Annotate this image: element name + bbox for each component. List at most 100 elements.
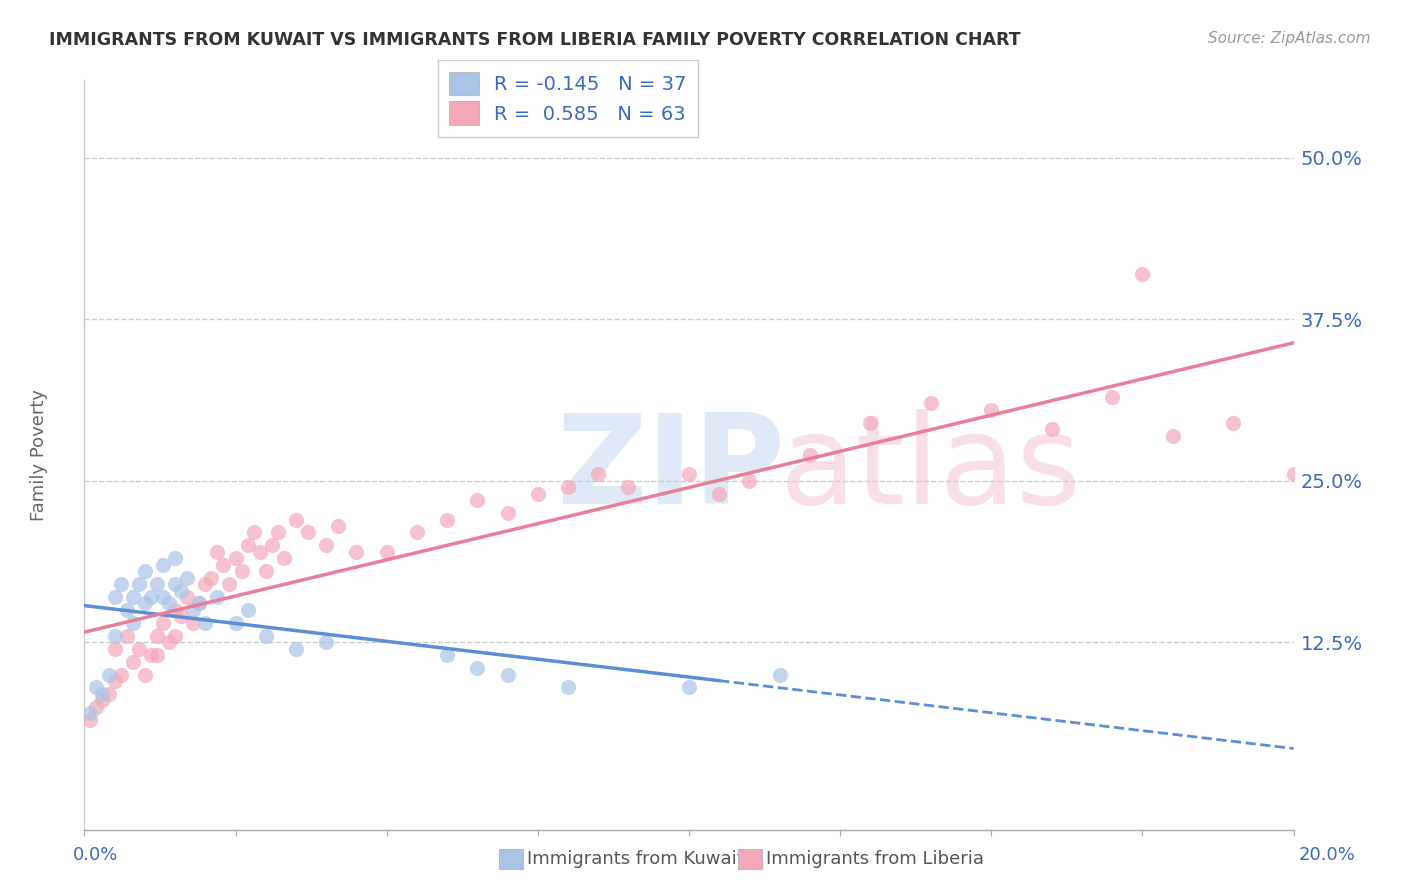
Text: atlas: atlas <box>780 409 1081 531</box>
Point <box>328 519 350 533</box>
Point <box>165 629 187 643</box>
Point <box>207 545 229 559</box>
Point <box>128 641 150 656</box>
Point <box>139 648 162 662</box>
Point <box>134 564 156 578</box>
Point <box>115 603 138 617</box>
Point <box>678 681 700 695</box>
Point <box>617 480 640 494</box>
Point <box>176 571 198 585</box>
Point <box>285 641 308 656</box>
Text: Immigrants from Liberia: Immigrants from Liberia <box>766 850 984 868</box>
Point <box>212 558 235 572</box>
Point <box>152 590 174 604</box>
Point <box>557 681 579 695</box>
Legend: R = -0.145   N = 37, R =  0.585   N = 63: R = -0.145 N = 37, R = 0.585 N = 63 <box>437 60 699 136</box>
Point <box>134 597 156 611</box>
Point <box>86 681 108 695</box>
Point <box>115 629 138 643</box>
Point <box>165 577 187 591</box>
Point <box>134 667 156 681</box>
Point <box>285 512 308 526</box>
Point <box>527 486 550 500</box>
Point <box>1130 267 1153 281</box>
Point <box>920 396 942 410</box>
Text: Immigrants from Kuwait: Immigrants from Kuwait <box>527 850 744 868</box>
Point <box>157 635 180 649</box>
Point <box>152 615 174 630</box>
Point <box>170 609 193 624</box>
Y-axis label: Family Poverty: Family Poverty <box>30 389 48 521</box>
Point <box>188 597 211 611</box>
Point <box>194 615 217 630</box>
Point <box>97 687 120 701</box>
Point <box>170 583 193 598</box>
Point <box>225 551 247 566</box>
Point <box>157 597 180 611</box>
Text: ZIP: ZIP <box>555 409 785 531</box>
Point <box>1101 390 1123 404</box>
Text: Source: ZipAtlas.com: Source: ZipAtlas.com <box>1208 31 1371 46</box>
Point <box>200 571 222 585</box>
Point <box>678 467 700 482</box>
Point <box>121 590 143 604</box>
Point <box>242 525 264 540</box>
Point <box>709 486 731 500</box>
Point <box>97 667 120 681</box>
Point <box>769 667 792 681</box>
Point <box>128 577 150 591</box>
Point <box>110 577 132 591</box>
Point <box>267 525 290 540</box>
Point <box>467 661 489 675</box>
Point <box>557 480 579 494</box>
Point <box>1282 467 1305 482</box>
Point <box>104 629 127 643</box>
Point <box>188 597 211 611</box>
Point <box>181 615 204 630</box>
Text: 20.0%: 20.0% <box>1299 846 1355 863</box>
Point <box>980 402 1002 417</box>
Point <box>146 629 169 643</box>
Point <box>346 545 368 559</box>
Point <box>1222 416 1244 430</box>
Point <box>315 635 337 649</box>
Point <box>467 493 489 508</box>
Point <box>1161 428 1184 442</box>
Point <box>496 506 519 520</box>
Point <box>121 655 143 669</box>
Point <box>207 590 229 604</box>
Point <box>225 615 247 630</box>
Point <box>91 687 114 701</box>
Point <box>121 615 143 630</box>
Point <box>79 706 101 721</box>
Point <box>104 590 127 604</box>
Point <box>738 474 761 488</box>
Point <box>86 699 108 714</box>
Text: IMMIGRANTS FROM KUWAIT VS IMMIGRANTS FROM LIBERIA FAMILY POVERTY CORRELATION CHA: IMMIGRANTS FROM KUWAIT VS IMMIGRANTS FRO… <box>49 31 1021 49</box>
Point <box>231 564 253 578</box>
Point <box>218 577 240 591</box>
Point <box>236 538 259 552</box>
Point <box>436 648 458 662</box>
Point <box>799 448 821 462</box>
Point <box>297 525 319 540</box>
Point <box>79 713 101 727</box>
Point <box>254 629 277 643</box>
Point <box>254 564 277 578</box>
Point <box>165 551 187 566</box>
Point <box>859 416 882 430</box>
Point <box>236 603 259 617</box>
Point <box>176 590 198 604</box>
Point <box>375 545 398 559</box>
Point <box>146 648 169 662</box>
Point <box>436 512 458 526</box>
Point <box>273 551 295 566</box>
Point <box>260 538 283 552</box>
Point <box>496 667 519 681</box>
Point <box>406 525 429 540</box>
Point <box>152 558 174 572</box>
Point <box>588 467 610 482</box>
Point <box>181 603 204 617</box>
Point <box>165 603 187 617</box>
Point <box>1040 422 1063 436</box>
